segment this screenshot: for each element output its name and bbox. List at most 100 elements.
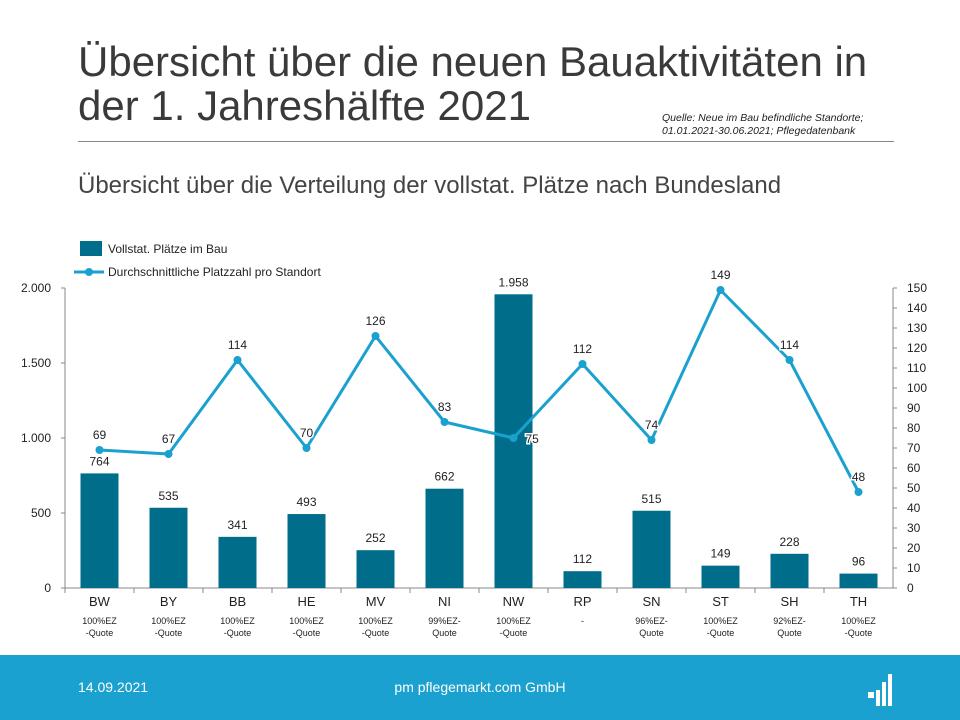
x-tick-label: NW [503, 594, 525, 609]
bar-value-label: 1.958 [498, 275, 528, 289]
y-left-tick-label: 0 [44, 581, 51, 595]
line-point [95, 446, 104, 454]
footer-date: 14.09.2021 [78, 679, 149, 695]
legend-swatch-bar [80, 241, 102, 256]
y-right-tick-label: 130 [907, 321, 927, 335]
quote-note-line-2: -Quote [86, 628, 114, 638]
line-value-label: 67 [162, 432, 176, 446]
bar-value-label: 341 [227, 518, 247, 532]
line-value-label: 70 [300, 426, 314, 440]
bar-value-label: 252 [365, 531, 385, 545]
x-tick-label: BB [229, 594, 246, 609]
bar [632, 510, 671, 588]
quote-note-line-1: 100%EZ [358, 616, 393, 626]
line-point [509, 434, 518, 442]
quote-note-line-1: - [581, 616, 584, 626]
x-tick-label: TH [850, 594, 867, 609]
legend-label-line: Durchschnittliche Platzzahl pro Standort [108, 265, 321, 279]
x-tick-label: RP [573, 594, 591, 609]
y-right-tick-label: 150 [907, 281, 927, 295]
line-point [164, 450, 173, 458]
y-right-tick-label: 50 [907, 481, 921, 495]
y-right-tick-label: 40 [907, 501, 921, 515]
quote-note-line-2: -Quote [500, 628, 528, 638]
y-right-tick-label: 100 [907, 381, 927, 395]
line-point [785, 356, 794, 364]
quote-note-line-2: Quote [432, 628, 457, 638]
source-line-2: 01.01.2021-30.06.2021; Pflegedatenbank [662, 125, 856, 137]
y-right-tick-label: 30 [907, 521, 921, 535]
footer-bar: 14.09.2021 pm pflegemarkt.com GmbH [0, 655, 960, 720]
line-value-label: 114 [780, 338, 799, 352]
y-left-tick-label: 500 [31, 506, 51, 520]
line-value-label: 114 [228, 338, 247, 352]
source-line-1: Quelle: Neue im Bau befindliche Standort… [662, 112, 864, 124]
quote-note-line-1: 100%EZ [841, 616, 876, 626]
y-right-tick-label: 10 [907, 561, 921, 575]
quote-note-line-2: -Quote [845, 628, 873, 638]
bar-line-chart: 0 500 1.000 1.500 2.000 0 10 20 30 40 50 60 70 80 90 10… [21, 241, 927, 638]
x-tick-label: SN [642, 594, 660, 609]
line-point [371, 332, 380, 340]
bar-value-label: 96 [852, 555, 866, 569]
quote-note-line-1: 100%EZ [703, 616, 738, 626]
x-tick-label: NI [438, 594, 451, 609]
legend-label-bar: Vollstat. Plätze im Bau [108, 242, 227, 256]
line-point [578, 360, 587, 368]
quote-note-line-1: 96%EZ- [635, 616, 668, 626]
line-series [99, 288, 860, 493]
bar [425, 488, 464, 588]
line-point [647, 436, 656, 444]
line-point [302, 444, 311, 452]
bar-value-label: 149 [710, 547, 730, 561]
line-value-label: 112 [573, 342, 592, 356]
source-note: Quelle: Neue im Bau befindliche Standort… [662, 112, 902, 138]
x-tick-label: MV [366, 594, 386, 609]
y-right-tick-label: 0 [907, 581, 914, 595]
quote-note-line-1: 100%EZ [289, 616, 324, 626]
quote-note-line-1: 100%EZ [496, 616, 531, 626]
line-value-label: 74 [645, 418, 659, 432]
y-right-tick-label: 120 [907, 341, 927, 355]
y-right-tick-label: 80 [907, 421, 921, 435]
y-right-tick-label: 140 [907, 301, 927, 315]
y-left-tick-label: 2.000 [21, 281, 51, 295]
y-right-tick-label: 70 [907, 441, 921, 455]
legend-marker-line [85, 268, 93, 276]
x-tick-label: SH [780, 594, 798, 609]
pflegemarkt-logo-icon [868, 674, 892, 706]
quote-note-line-2: -Quote [155, 628, 183, 638]
page-subtitle: Übersicht über die Verteilung der vollst… [78, 172, 782, 199]
page-title: Übersicht über die neuen Bauaktivitäten … [78, 40, 898, 128]
title-line-2: der 1. Jahreshälfte 2021 [78, 82, 531, 129]
quote-note-line-1: 92%EZ- [773, 616, 806, 626]
footer-company: pm pflegemarkt.com GmbH [394, 679, 566, 695]
bar-value-label: 764 [89, 454, 109, 468]
quote-note-line-1: 100%EZ [220, 616, 255, 626]
quote-note-line-2: -Quote [707, 628, 735, 638]
y-right-tick-label: 90 [907, 401, 921, 415]
bar [80, 473, 119, 588]
quote-note-line-1: 100%EZ [82, 616, 117, 626]
bar [770, 553, 809, 588]
title-line-1: Übersicht über die neuen Bauaktivitäten … [78, 38, 868, 85]
bar [356, 550, 395, 588]
bar-value-label: 112 [573, 552, 592, 566]
header-divider [78, 141, 894, 142]
line-point [440, 418, 449, 426]
quote-note-line-2: Quote [777, 628, 802, 638]
x-tick-label: BW [89, 594, 111, 609]
line-value-label: 126 [365, 314, 385, 328]
y-right-tick-label: 60 [907, 461, 921, 475]
bar [563, 571, 602, 588]
line-point [233, 356, 242, 364]
line-value-label: 75 [526, 432, 540, 446]
y-left-tick-label: 1.000 [21, 431, 51, 445]
line-value-label: 69 [93, 428, 107, 442]
quote-note-line-2: -Quote [224, 628, 252, 638]
quote-note-line-1: 99%EZ- [428, 616, 461, 626]
bar [701, 565, 740, 588]
bar-value-label: 535 [158, 489, 178, 503]
bar-value-label: 662 [434, 470, 454, 484]
x-tick-label: ST [712, 594, 729, 609]
